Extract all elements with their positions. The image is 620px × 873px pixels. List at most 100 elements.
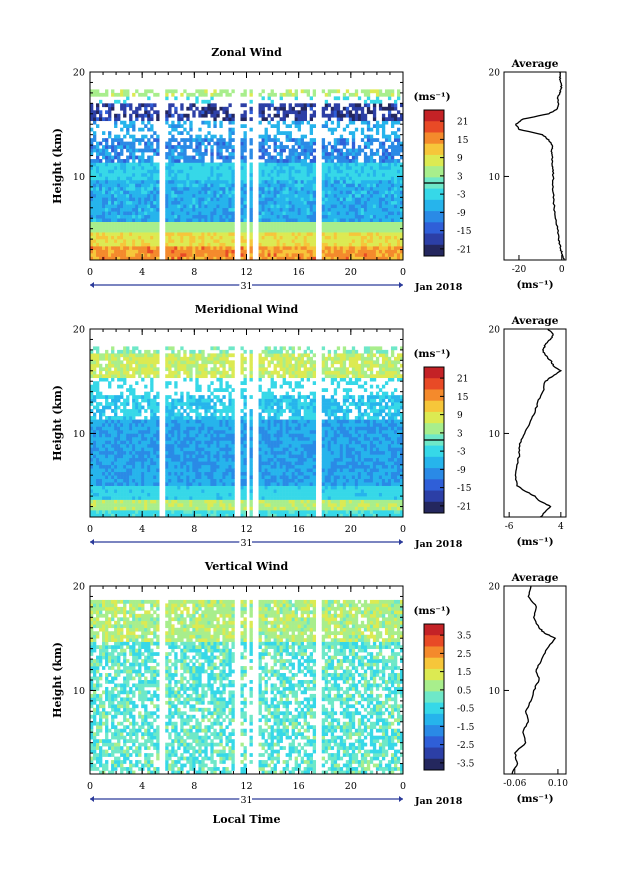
heatmap-cell	[285, 193, 289, 198]
heatmap-cell	[198, 207, 202, 212]
heatmap-cell	[105, 485, 109, 490]
heatmap-cell	[111, 489, 115, 493]
heatmap-cell	[186, 225, 190, 229]
heatmap-cell	[363, 221, 368, 226]
heatmap-cell	[219, 218, 223, 222]
heatmap-cell	[327, 152, 332, 156]
heatmap-cell	[138, 127, 142, 132]
heatmap-cell	[336, 218, 341, 222]
heatmap-cell	[165, 503, 169, 507]
heatmap-cell	[177, 256, 181, 261]
heatmap-cell	[93, 110, 97, 115]
heatmap-cell	[99, 496, 103, 500]
heatmap-cell	[108, 443, 112, 448]
heatmap-cell	[345, 162, 350, 167]
heatmap-cell	[324, 242, 329, 247]
heatmap-cell	[279, 228, 283, 233]
heatmap-cell	[291, 138, 295, 142]
heatmap-cell	[348, 103, 353, 108]
heatmap-cell	[141, 169, 145, 174]
heatmap-cell	[192, 148, 196, 153]
heatmap-cell	[138, 176, 142, 181]
heatmap-cell	[264, 249, 268, 254]
heatmap-cell	[138, 436, 142, 441]
heatmap-cell	[156, 166, 160, 170]
heatmap-cell	[396, 159, 401, 163]
heatmap-cell	[219, 235, 223, 240]
heatmap-cell	[114, 374, 118, 379]
heatmap-cell	[327, 249, 332, 254]
heatmap-cell	[393, 221, 398, 226]
heatmap-cell	[321, 232, 326, 236]
heatmap-cell	[393, 256, 398, 261]
heatmap-cell	[360, 256, 365, 261]
heatmap-cell	[138, 423, 142, 427]
heatmap-cell	[153, 419, 157, 424]
heatmap-cell	[90, 416, 94, 420]
heatmap-cell	[300, 145, 304, 149]
heatmap-cell	[195, 249, 199, 254]
heatmap-cell	[297, 113, 301, 118]
heatmap-cell	[144, 228, 148, 233]
heatmap-cell	[288, 193, 292, 198]
heatmap-cell	[282, 193, 286, 198]
heatmap-cell	[207, 99, 211, 104]
heatmap-cell	[225, 235, 229, 240]
heatmap-cell	[96, 232, 100, 236]
heatmap-cell	[90, 256, 94, 261]
heatmap-cell	[285, 221, 289, 226]
heatmap-cell	[393, 159, 398, 163]
heatmap-cell	[198, 232, 202, 236]
heatmap-cell	[276, 186, 280, 191]
heatmap-cell	[327, 127, 332, 132]
heatmap-cell	[327, 214, 332, 219]
heatmap-cell	[96, 402, 100, 406]
heatmap-cell	[243, 117, 247, 122]
heatmap-cell	[216, 204, 220, 209]
heatmap-cell	[396, 92, 401, 97]
heatmap-cell	[213, 117, 217, 122]
heatmap-cell	[129, 409, 133, 413]
heatmap-cell	[288, 211, 292, 216]
heatmap-cell	[189, 179, 193, 184]
heatmap-cell	[267, 235, 271, 240]
heatmap-cell	[300, 197, 304, 202]
heatmap-cell	[231, 183, 235, 188]
heatmap-cell	[153, 176, 157, 181]
heatmap-cell	[129, 416, 133, 420]
heatmap-cell	[99, 190, 103, 195]
heatmap-cell	[348, 239, 353, 243]
heatmap-cell	[390, 204, 395, 209]
heatmap-cell	[270, 200, 274, 205]
heatmap-cell	[204, 110, 208, 115]
heatmap-cell	[180, 169, 184, 174]
heatmap-cell	[243, 166, 247, 170]
heatmap-cell	[279, 239, 283, 243]
heatmap-cell	[366, 172, 371, 177]
heatmap-cell	[231, 117, 235, 122]
heatmap-cell	[393, 176, 398, 181]
heatmap-cell	[198, 152, 202, 156]
heatmap-cell	[156, 110, 160, 115]
heatmap-cell	[99, 186, 103, 191]
heatmap-cell	[156, 179, 160, 184]
heatmap-cell	[168, 492, 172, 497]
heatmap-cell	[285, 155, 289, 160]
heatmap-cell	[102, 443, 106, 448]
heatmap-cell	[144, 360, 148, 365]
heatmap-cell	[90, 482, 94, 486]
heatmap-cell	[381, 155, 386, 160]
heatmap-cell	[378, 221, 383, 226]
heatmap-cell	[93, 492, 97, 497]
heatmap-cell	[123, 464, 127, 469]
heatmap-cell	[102, 253, 106, 257]
heatmap-cell	[144, 440, 148, 445]
heatmap-cell	[363, 155, 368, 160]
heatmap-cell	[375, 96, 380, 101]
heatmap-cell	[372, 176, 377, 181]
heatmap-cell	[348, 249, 353, 254]
heatmap-cell	[369, 193, 374, 198]
heatmap-cell	[141, 360, 145, 365]
heatmap-cell	[378, 172, 383, 177]
heatmap-cell	[177, 169, 181, 174]
